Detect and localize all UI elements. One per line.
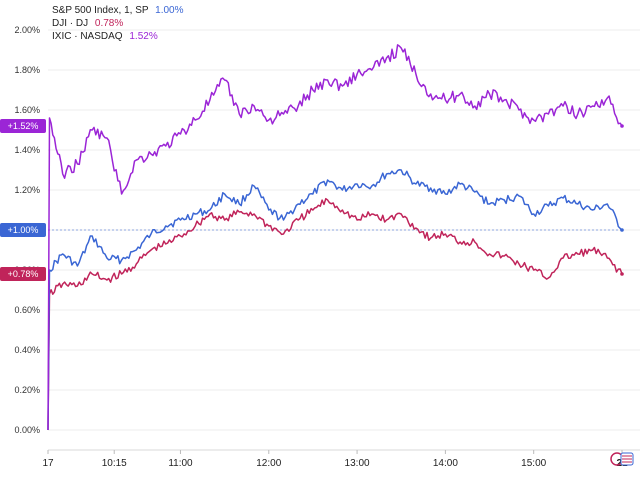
- x-tick-label: 11:00: [168, 458, 193, 469]
- legend-label-ixic: IXIC · NASDAQ: [52, 31, 123, 42]
- series-line-sp500: [47, 168, 623, 431]
- badge-sp500-label: +1.00%: [8, 225, 39, 235]
- badge-sp500-end-dot: [620, 228, 624, 232]
- y-tick-label: 1.80%: [14, 65, 40, 75]
- badge-dji-end-dot: [620, 272, 624, 276]
- x-tick-label: 17: [42, 458, 54, 469]
- legend-item-dji[interactable]: DJI · DJ 0.78%: [52, 17, 184, 30]
- legend: S&P 500 Index, 1, SP 1.00% DJI · DJ 0.78…: [52, 4, 184, 43]
- badge-sp500-bg: [0, 223, 46, 237]
- x-tick-label: 13:00: [345, 458, 370, 469]
- legend-item-sp500[interactable]: S&P 500 Index, 1, SP 1.00%: [52, 4, 184, 17]
- y-tick-label: 2.00%: [14, 25, 40, 35]
- legend-label-dji: DJI · DJ: [52, 18, 89, 29]
- badge-ixic-bg: [0, 119, 46, 133]
- y-tick-label: 0.40%: [14, 345, 40, 355]
- flag-logo-icon[interactable]: [610, 450, 634, 468]
- y-tick-label: 1.60%: [14, 105, 40, 115]
- x-tick-label: 15:00: [521, 458, 546, 469]
- badge-dji-label: +0.78%: [8, 269, 39, 279]
- legend-value-dji: 0.78%: [94, 18, 124, 29]
- series-line-ixic: [47, 44, 623, 431]
- legend-value-sp500: 1.00%: [155, 5, 184, 16]
- badge-dji-bg: [0, 267, 46, 281]
- badge-ixic-end-dot: [620, 124, 624, 128]
- x-tick-label: 12:00: [256, 458, 281, 469]
- y-tick-label: 1.40%: [14, 145, 40, 155]
- x-tick-label: 10:15: [102, 458, 127, 469]
- legend-item-ixic[interactable]: IXIC · NASDAQ 1.52%: [52, 30, 184, 43]
- value-badges: +1.52% +1.00% +0.78%: [0, 119, 624, 281]
- y-tick-label: 0.20%: [14, 385, 40, 395]
- x-tick-label: 14:00: [433, 458, 458, 469]
- y-tick-label: 0.00%: [14, 425, 40, 435]
- y-tick-label: 0.60%: [14, 305, 40, 315]
- y-tick-label: 1.20%: [14, 185, 40, 195]
- series-lines: [47, 44, 623, 431]
- grid: [48, 29, 640, 451]
- series-line-dji: [47, 197, 623, 431]
- legend-value-ixic: 1.52%: [129, 31, 158, 42]
- badge-ixic-label: +1.52%: [8, 121, 39, 131]
- legend-label-sp500: S&P 500 Index, 1, SP: [52, 5, 149, 16]
